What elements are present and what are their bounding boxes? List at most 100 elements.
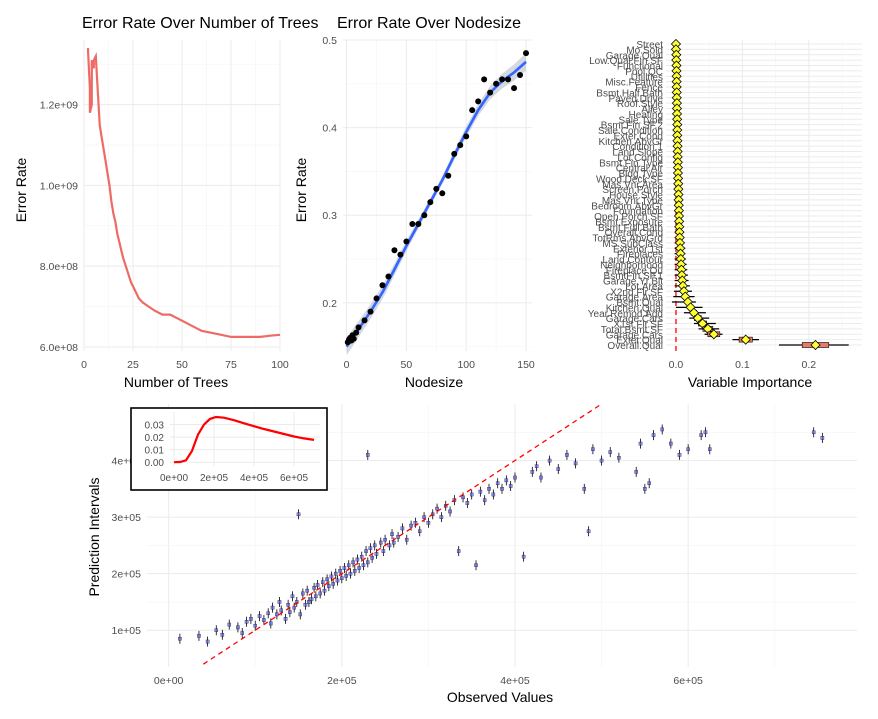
panel4-point <box>292 605 296 610</box>
panel2-point <box>385 273 392 280</box>
inset-density-plot: 0e+00 2e+05 4e+05 6e+05 0.000.01 0.020.03 <box>130 407 328 491</box>
panel3-x-tick-label: 0.1 <box>735 359 750 371</box>
panel4-point <box>327 584 331 588</box>
panel4-point <box>305 588 309 593</box>
panel4-point <box>686 447 690 451</box>
panel4-point <box>244 620 249 624</box>
panel4-point <box>417 529 422 534</box>
panel4-x-tick-label: 2e+05 <box>327 675 357 687</box>
panel4-point <box>435 506 439 511</box>
panel3-variable-label: Garage.Cars <box>606 314 663 325</box>
panel2-point <box>361 317 368 324</box>
panel3-variable-label: Sale.Condition <box>598 126 663 137</box>
panel1-x-tick-label: 0 <box>81 359 87 371</box>
panel4-point <box>573 461 578 466</box>
panel4-x-axis-title: Observed Values <box>447 689 553 705</box>
panel2-y-tick-label: 0.4 <box>322 123 337 135</box>
panel3-variable-label: Bldg.Type <box>619 169 664 180</box>
panel4-point <box>487 487 491 491</box>
panel4-point <box>277 600 282 604</box>
panel4-point <box>482 498 487 502</box>
panel4-point <box>178 636 182 641</box>
inset-y-tick-label: 0.00 <box>145 458 165 469</box>
panel4-point <box>262 618 266 622</box>
panel4-point <box>426 521 431 525</box>
panel4-point <box>329 574 334 579</box>
panel4-point <box>355 557 360 562</box>
panel2-point <box>379 282 386 289</box>
panel4-point <box>322 588 327 593</box>
panel4-point <box>677 453 682 457</box>
panel1-grid <box>83 40 281 351</box>
panel4-point <box>513 475 517 480</box>
panel2-point <box>475 98 482 105</box>
panel2-point <box>451 150 458 157</box>
panel3-importance-point <box>740 334 751 345</box>
panel4-point <box>227 622 232 627</box>
panel2-point <box>487 89 494 96</box>
panel2-point <box>463 133 470 140</box>
panel3-importance-point <box>708 329 719 340</box>
panel3-variable-label: Fireplace.Qu <box>606 266 663 277</box>
panel4-point <box>368 546 373 550</box>
panel4-point <box>699 433 703 437</box>
panel4-point <box>197 634 201 638</box>
panel3-variable-label: Kitchen.AbvGr <box>599 137 664 148</box>
panel3-variable-label: X1st.Flr.SF <box>614 320 663 331</box>
panel3-importance-point <box>697 318 708 329</box>
panel-variable-importance: 0.0 0.1 0.2 StreetMo.SoldGarage.QualLow.Qu… <box>588 38 862 390</box>
panel4-point <box>469 492 474 497</box>
panel4-point <box>383 537 387 542</box>
panel2-y-tick-label: 0.5 <box>322 35 337 47</box>
panel4-point <box>366 560 370 565</box>
panel4-point <box>643 487 647 491</box>
panel4-point <box>301 591 305 596</box>
panel3-variable-label: Kitchen.Qual <box>606 303 663 314</box>
panel4-point <box>351 560 355 565</box>
panel3-x-tick-label: 0.2 <box>802 359 817 371</box>
panel3-variable-label: Mo.Sold <box>626 45 663 56</box>
panel2-point <box>493 80 500 87</box>
panel4-point <box>366 453 370 457</box>
panel4-y-axis-title: Prediction Intervals <box>86 477 102 596</box>
panel3-variable-label: Bedroom.AbvGr <box>591 201 663 212</box>
panel3-variable-labels: StreetMo.SoldGarage.QualLow.Qual.Fin.SFF… <box>588 40 664 352</box>
panel4-point <box>703 430 708 435</box>
panel4-point <box>344 574 348 578</box>
inset-x-tick-label: 4e+05 <box>240 473 269 484</box>
panel4-point <box>413 521 418 525</box>
panel3-variable-label: Exter.Cond <box>614 131 663 142</box>
panel-prediction-intervals: 0e+00 2e+05 4e+05 6e+05 1e+05 2e+05 3e+05 4e+05… <box>86 403 857 705</box>
panel3-variable-label: Lot.Area <box>625 282 663 293</box>
panel4-point <box>314 594 318 599</box>
panel4-x-tick-label: 6e+05 <box>673 675 703 687</box>
panel2-point <box>439 190 446 197</box>
panel3-variable-label: Bsmt.Full.Bath <box>598 223 663 234</box>
panel4-point <box>342 566 347 570</box>
panel2-y-tick-label: 0.2 <box>322 298 337 310</box>
panel4-point <box>422 515 426 519</box>
panel3-variable-label: Central.Air <box>616 164 664 175</box>
panel2-y-tick-label: 0.3 <box>322 210 337 222</box>
panel2-y-axis-title: Error Rate <box>293 158 309 223</box>
panel2-point <box>481 76 488 83</box>
panel2-point <box>367 308 374 315</box>
panel4-point <box>266 611 270 616</box>
panel1-x-tick-label: 25 <box>127 359 139 371</box>
panel3-variable-label: Land.Contour <box>602 255 663 266</box>
panel3-variable-label: Heating <box>629 110 663 121</box>
panel2-point <box>350 335 357 342</box>
panel4-point <box>269 621 273 626</box>
panel4-point <box>669 441 673 446</box>
panel3-variable-label: Condition.1 <box>612 142 663 153</box>
panel1-y-axis-title: Error Rate <box>13 158 29 223</box>
panel1-x-tick-label: 100 <box>271 359 289 371</box>
panel4-point <box>617 455 621 460</box>
panel4-point <box>565 453 569 457</box>
panel2-point <box>355 324 362 331</box>
panel4-point <box>318 591 322 596</box>
panel4-point <box>288 610 292 614</box>
panel4-point <box>279 608 283 613</box>
panel2-x-axis-title: Nodesize <box>405 374 464 390</box>
